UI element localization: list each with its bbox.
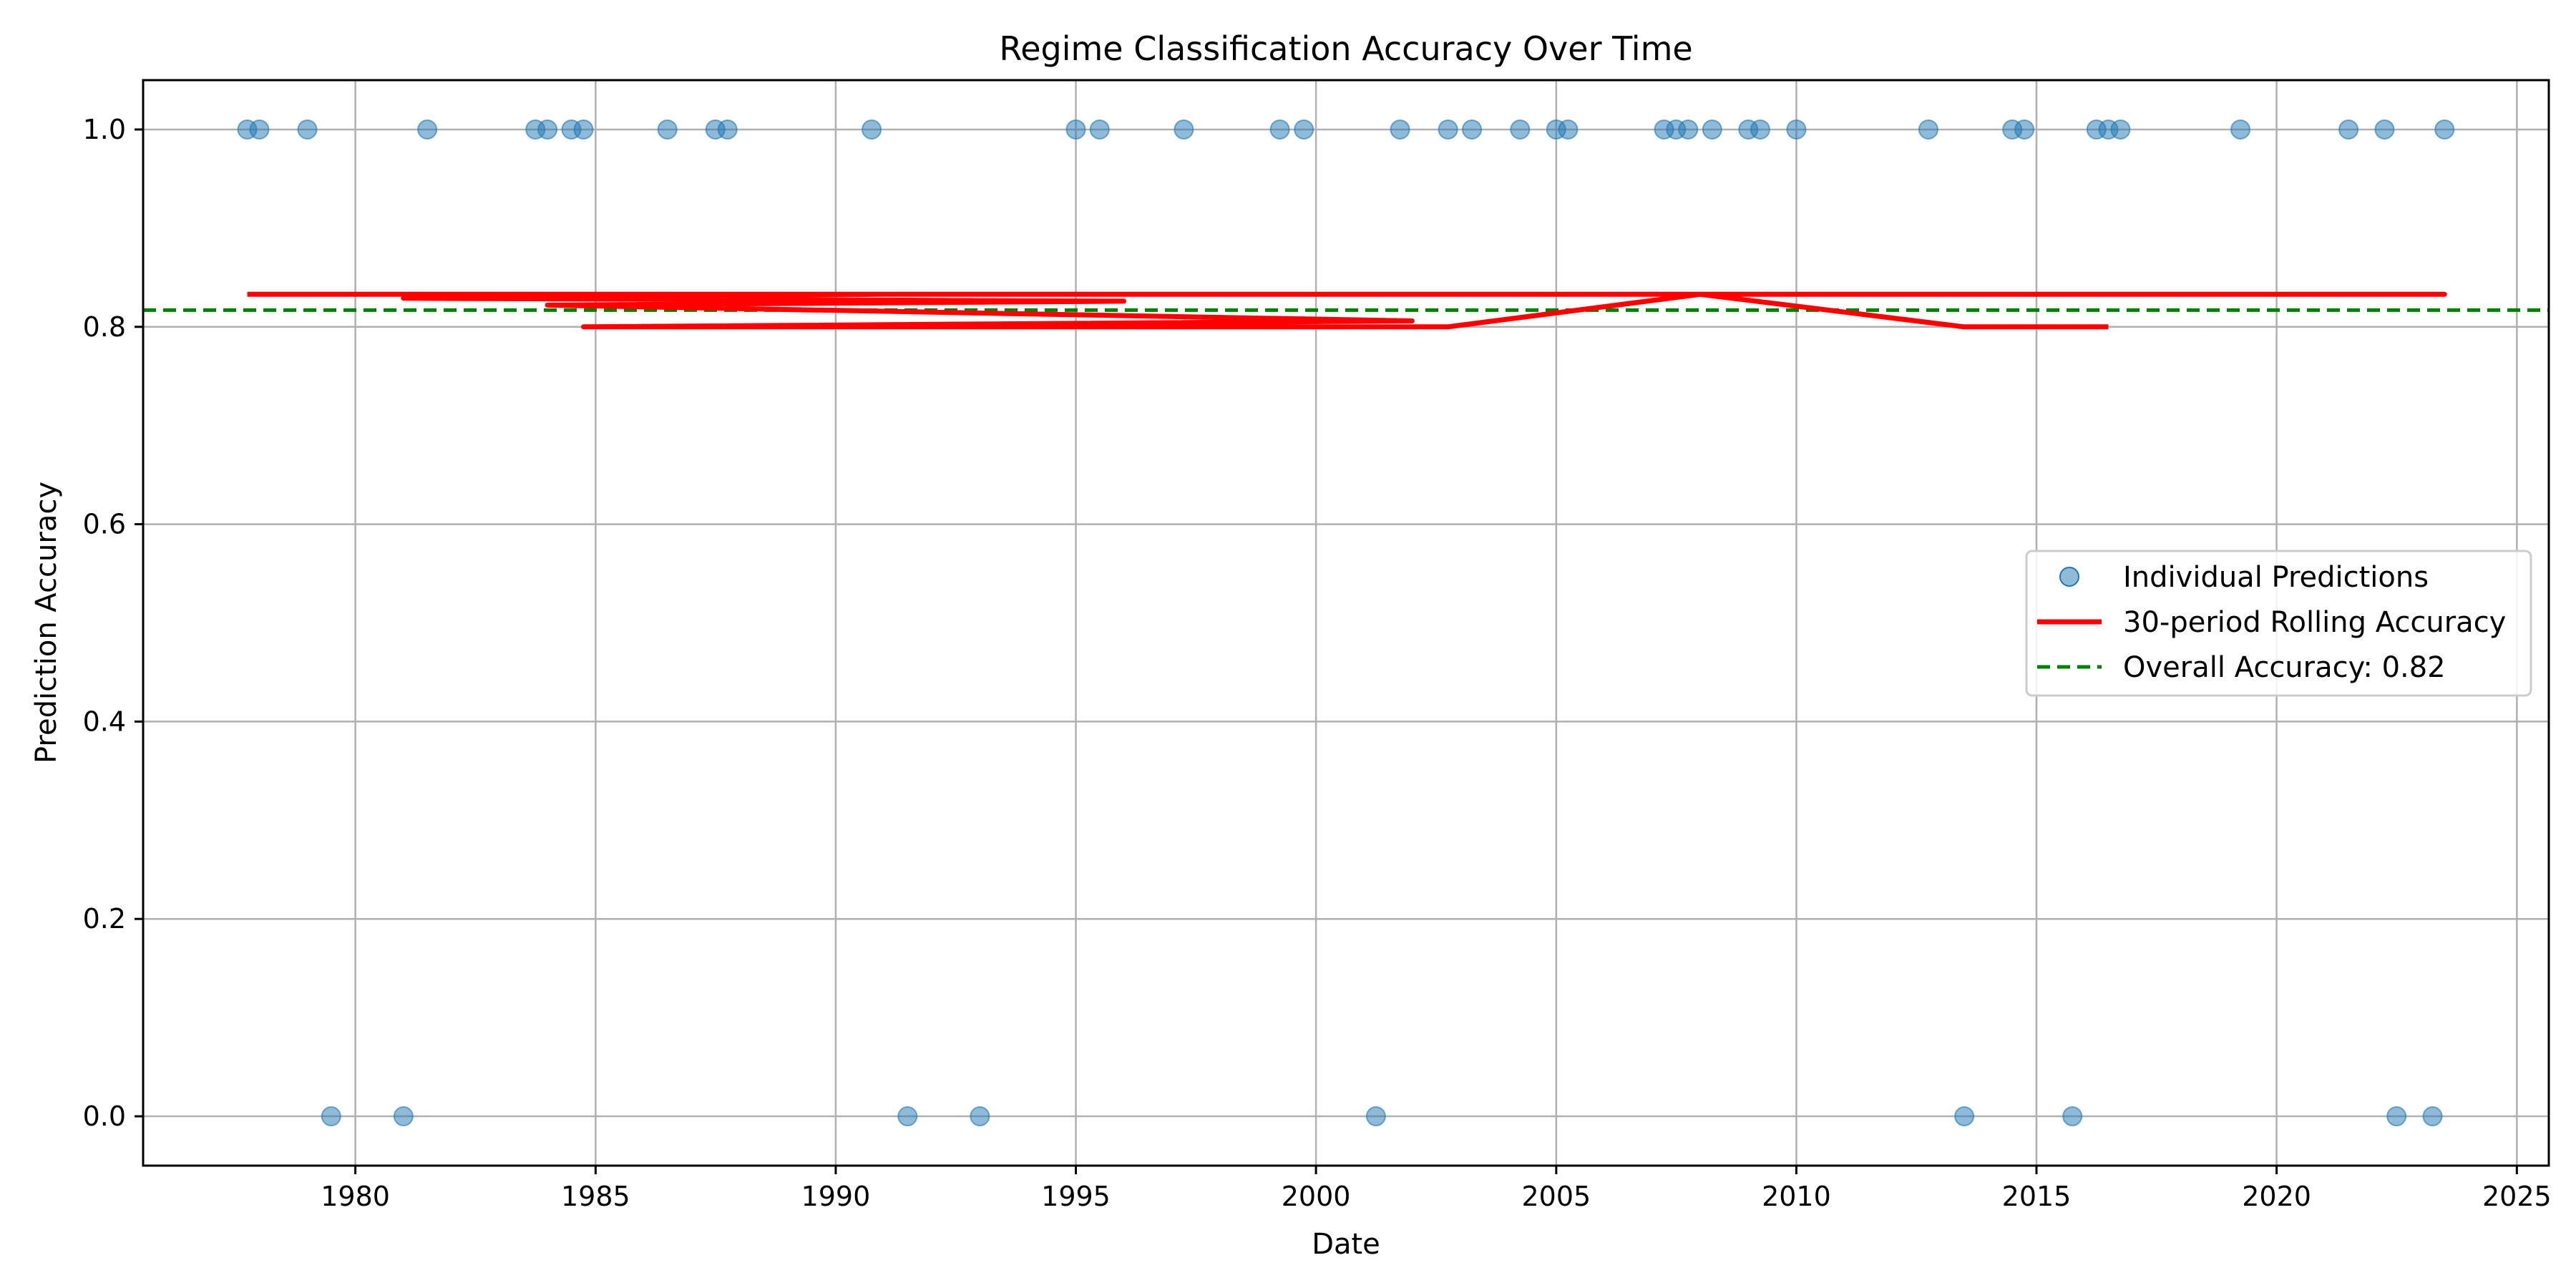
- prediction-point: [393, 1106, 414, 1127]
- prediction-point: [897, 1106, 918, 1127]
- prediction-point: [1678, 119, 1699, 140]
- prediction-point: [1089, 119, 1110, 140]
- x-tick-label: 1995: [1041, 1181, 1111, 1212]
- prediction-point: [2014, 119, 2035, 140]
- prediction-point: [1438, 119, 1458, 140]
- prediction-point: [1750, 119, 1770, 140]
- legend: Individual Predictions 30-period Rolling…: [2025, 550, 2532, 697]
- chart-title: Regime Classification Accuracy Over Time: [999, 29, 1692, 68]
- prediction-point: [1510, 119, 1531, 140]
- x-tick-label: 2025: [2482, 1181, 2552, 1212]
- prediction-point: [2386, 1106, 2407, 1127]
- plot-frame: [142, 79, 2550, 1167]
- prediction-point: [249, 119, 270, 140]
- prediction-point: [297, 119, 318, 140]
- y-tick-label: 0.6: [83, 509, 126, 540]
- prediction-point: [2422, 1106, 2443, 1127]
- prediction-point: [1462, 119, 1483, 140]
- prediction-point: [2062, 1106, 2083, 1127]
- prediction-point: [1918, 119, 1938, 140]
- x-tick-label: 2005: [1521, 1181, 1591, 1212]
- legend-label-points: Individual Predictions: [2123, 561, 2429, 594]
- legend-marker-points: [2059, 567, 2079, 587]
- prediction-point: [1702, 119, 1722, 140]
- x-axis-label: Date: [1312, 1228, 1380, 1261]
- prediction-point: [970, 1106, 990, 1127]
- legend-box: [2025, 550, 2532, 697]
- prediction-point: [862, 119, 882, 140]
- prediction-point: [717, 119, 738, 140]
- prediction-point: [657, 119, 678, 140]
- x-tick-label: 2020: [2242, 1181, 2311, 1212]
- tick-layer: 1980 1985 1990 1995 2000 2005 2010 2015 2020 2025…: [83, 114, 2552, 1212]
- prediction-point: [417, 119, 438, 140]
- x-tick-label: 1985: [561, 1181, 630, 1212]
- prediction-point: [1294, 119, 1314, 140]
- prediction-point: [2374, 119, 2395, 140]
- prediction-point: [1954, 1106, 1975, 1127]
- x-tick-label: 2000: [1282, 1181, 1351, 1212]
- x-tick-label: 1980: [321, 1181, 390, 1212]
- y-tick-label: 0.0: [83, 1101, 126, 1132]
- rolling-accuracy-layer: [143, 291, 2549, 330]
- y-tick-label: 0.4: [83, 706, 126, 737]
- prediction-point: [1174, 119, 1194, 140]
- prediction-points-layer: [237, 119, 2455, 1127]
- y-tick-label: 0.8: [83, 311, 126, 343]
- prediction-point: [321, 1106, 341, 1127]
- prediction-point: [2434, 119, 2455, 140]
- y-axis-label: Prediction Accuracy: [30, 482, 63, 763]
- legend-label-overall: Overall Accuracy: 0.82: [2123, 651, 2446, 684]
- prediction-point: [2338, 119, 2359, 140]
- x-tick-label: 1990: [801, 1181, 871, 1212]
- prediction-point: [573, 119, 594, 140]
- y-tick-label: 0.2: [83, 903, 126, 935]
- y-tick-label: 1.0: [83, 114, 126, 145]
- prediction-point: [2110, 119, 2131, 140]
- prediction-point: [537, 119, 558, 140]
- prediction-point: [1558, 119, 1579, 140]
- prediction-point: [1269, 119, 1290, 140]
- prediction-point: [2230, 119, 2251, 140]
- x-tick-label: 2010: [1762, 1181, 1831, 1212]
- prediction-point: [1786, 119, 1807, 140]
- prediction-point: [1390, 119, 1410, 140]
- rolling-accuracy-line: [247, 291, 2447, 330]
- x-tick-label: 2015: [2002, 1181, 2072, 1212]
- prediction-point: [1365, 1106, 1386, 1127]
- legend-label-rolling: 30-period Rolling Accuracy: [2123, 606, 2506, 639]
- prediction-point: [1065, 119, 1086, 140]
